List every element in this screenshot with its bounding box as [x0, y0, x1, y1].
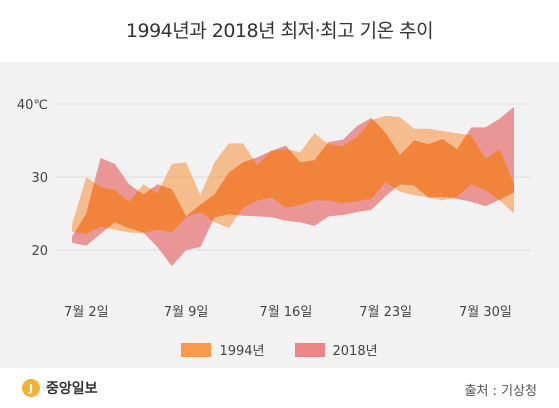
logo-text: 중앙일보: [46, 381, 98, 397]
chart-plot: 40℃ 30 20 7월 2일 7월 9일 7월 16일 7월 23일 7월 30일: [17, 98, 530, 320]
y-tick-label-20: 20: [31, 244, 48, 259]
x-tick-label-2: 7월 2일: [64, 305, 109, 320]
x-tick-label-9: 7월 9일: [164, 305, 209, 320]
x-tick-label-16: 7월 16일: [259, 305, 312, 320]
legend-item-2018: 2018년: [294, 340, 378, 359]
y-tick-label-30: 30: [31, 171, 48, 186]
logo-icon: J: [22, 379, 40, 397]
chart-title: 1994년과 2018년 최저·최고 기온 추이: [125, 20, 434, 42]
x-tick-label-23: 7월 23일: [359, 305, 412, 320]
footer: J 중앙일보 출처 : 기상청: [0, 368, 559, 408]
legend-label-2018: 2018년: [332, 344, 378, 359]
legend-swatch-1994: [181, 342, 212, 357]
legend-swatch-2018: [294, 342, 325, 357]
legend-label-1994: 1994년: [219, 344, 265, 359]
series-band-overlap: [72, 115, 514, 234]
chart-legend: 1994년 2018년: [0, 340, 559, 359]
source-credit: 출처 : 기상청: [464, 384, 537, 399]
x-tick-label-30: 7월 30일: [459, 305, 512, 320]
publisher-logo: J 중앙일보: [22, 378, 98, 398]
legend-item-1994: 1994년: [181, 340, 265, 359]
y-tick-label-40: 40℃: [17, 98, 48, 113]
